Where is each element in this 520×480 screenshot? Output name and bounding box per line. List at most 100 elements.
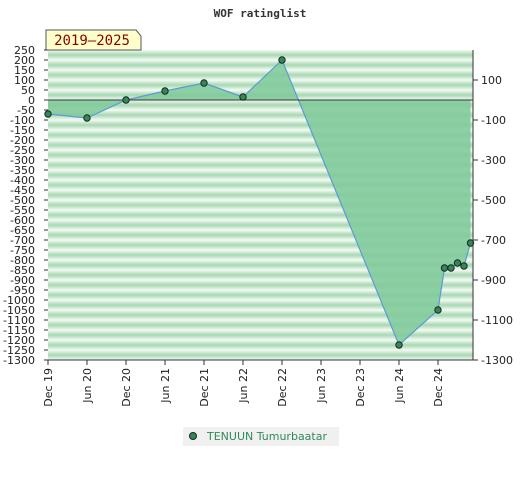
year-badge-text: 2019–2025 (54, 33, 130, 49)
x-tick-label: Jun 22 (237, 368, 250, 404)
grid-band (48, 60, 473, 70)
y-tick-label: 50 (21, 84, 35, 97)
grid-band (48, 110, 473, 120)
x-tick-label: Jun 23 (315, 368, 328, 404)
data-point (122, 96, 130, 104)
data-point (278, 56, 286, 64)
y-tick-label: 100 (14, 74, 35, 87)
chart-title: WOF ratinglist (214, 7, 307, 20)
y-tick-label: -550 (10, 204, 35, 217)
y-tick-label: -350 (10, 164, 35, 177)
y-tick-label: 150 (14, 64, 35, 77)
y-right-tick-label: 100 (481, 74, 502, 87)
y-axis-right: 100 -100 -300 -500 -700 -900 -1100 -1300 (472, 50, 513, 367)
y-tick-label: 200 (14, 54, 35, 67)
data-point (239, 93, 247, 101)
y-tick-label: 250 (14, 44, 35, 57)
grid-band (48, 300, 473, 310)
year-badge: 2019–2025 (45, 29, 142, 51)
grid-band (48, 310, 473, 320)
grid-band (48, 330, 473, 340)
y-tick-label: -300 (10, 154, 35, 167)
grid-band (48, 160, 473, 170)
y-tick-label: -250 (10, 144, 35, 157)
y-tick-label: 0 (28, 94, 35, 107)
x-axis: Dec 19 Jun 20 Dec 20 Jun 21 Dec 21 Jun 22 Dec … (42, 359, 473, 407)
y-right-tick-label: -1100 (481, 314, 513, 327)
legend-box (183, 427, 339, 446)
y-tick-label: -1200 (3, 334, 35, 347)
grid-band (48, 50, 473, 60)
grid-band (48, 290, 473, 300)
grid-band (48, 240, 473, 250)
y-tick-label: -900 (10, 274, 35, 287)
grid-band (48, 130, 473, 140)
data-point (453, 259, 462, 267)
y-right-tick-label: -900 (481, 274, 506, 287)
legend: TENUUN Tumurbaatar (183, 427, 339, 446)
x-tick-label: Dec 21 (198, 368, 211, 407)
y-tick-label: -50 (17, 104, 35, 117)
y-tick-label: -700 (10, 234, 35, 247)
grid-band (48, 350, 473, 360)
x-tick-label: Dec 20 (120, 368, 133, 407)
x-tick-label: Dec 22 (276, 368, 289, 407)
data-point (447, 264, 455, 272)
data-point (434, 306, 442, 314)
grid-band (48, 210, 473, 220)
grid-band (48, 120, 473, 130)
y-tick-label: -200 (10, 134, 35, 147)
x-tick-label: Jun 21 (159, 368, 172, 404)
grid-band (48, 190, 473, 200)
series-area (48, 60, 471, 345)
grid-band (48, 150, 473, 160)
grid-band (48, 260, 473, 270)
data-point (460, 262, 468, 270)
grid-band (48, 230, 473, 240)
grid-band (48, 180, 473, 190)
y-tick-label: -800 (10, 254, 35, 267)
y-tick-label: -850 (10, 264, 35, 277)
x-tick-label: Dec 23 (354, 368, 367, 407)
y-tick-label: -750 (10, 244, 35, 257)
grid-band (48, 270, 473, 280)
y-tick-label: -650 (10, 224, 35, 237)
x-tick-label: Dec 24 (432, 368, 445, 407)
grid-band (48, 250, 473, 260)
y-tick-label: -400 (10, 174, 35, 187)
y-right-tick-label: -300 (481, 154, 506, 167)
y-right-tick-label: -1300 (481, 354, 513, 367)
data-point (440, 264, 449, 272)
grid-band (48, 70, 473, 80)
y-tick-label: -1050 (3, 304, 35, 317)
y-tick-label: -1250 (3, 344, 35, 357)
grid-band (48, 320, 473, 330)
legend-marker-icon (189, 432, 197, 440)
x-tick-label: Jun 24 (393, 368, 406, 404)
data-point (395, 341, 403, 349)
data-point (161, 87, 169, 95)
y-tick-label: -100 (10, 114, 35, 127)
y-right-tick-label: -500 (481, 194, 506, 207)
grid-band (48, 170, 473, 180)
y-tick-label: -450 (10, 184, 35, 197)
y-tick-label: -500 (10, 194, 35, 207)
y-tick-label: -1100 (3, 314, 35, 327)
grid-band (48, 340, 473, 350)
grid-band (48, 280, 473, 290)
grid-band (48, 220, 473, 230)
y-right-tick-label: -100 (481, 114, 506, 127)
y-axis-left: 250200150100500-50-100-150-200-250-300-3… (3, 44, 48, 367)
y-tick-label: -600 (10, 214, 35, 227)
x-tick-label: Dec 19 (42, 368, 55, 407)
y-tick-label: -1300 (3, 354, 35, 367)
grid-band (48, 100, 473, 110)
data-point (200, 79, 208, 87)
y-tick-label: -1000 (3, 294, 35, 307)
y-tick-label: -950 (10, 284, 35, 297)
y-tick-label: -150 (10, 124, 35, 137)
y-right-tick-label: -700 (481, 234, 506, 247)
legend-label: TENUUN Tumurbaatar (206, 430, 327, 443)
data-point (44, 110, 52, 118)
